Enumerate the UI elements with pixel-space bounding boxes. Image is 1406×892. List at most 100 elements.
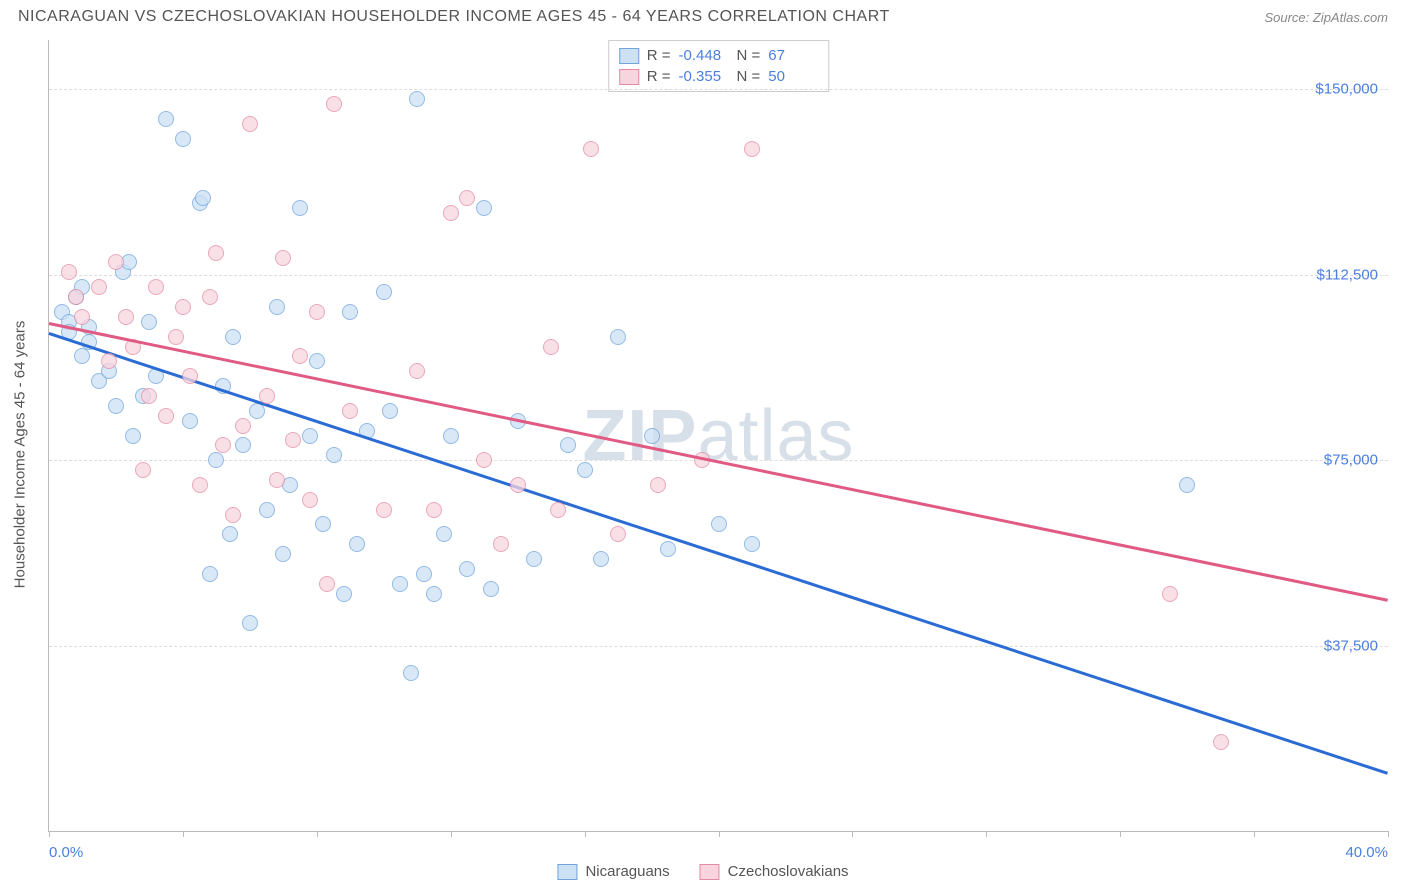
- legend-swatch: [700, 864, 720, 880]
- trend-line: [49, 332, 1389, 774]
- data-point: [61, 264, 77, 280]
- data-point: [158, 408, 174, 424]
- legend-swatch: [557, 864, 577, 880]
- data-point: [68, 289, 84, 305]
- data-point: [125, 428, 141, 444]
- y-axis-title: Householder Income Ages 45 - 64 years: [12, 321, 29, 589]
- data-point: [403, 665, 419, 681]
- x-tick: [49, 831, 50, 837]
- gridline: [49, 275, 1388, 276]
- data-point: [225, 507, 241, 523]
- x-tick: [852, 831, 853, 837]
- data-point: [309, 353, 325, 369]
- legend-item: Nicaraguans: [557, 863, 669, 880]
- data-point: [376, 502, 392, 518]
- gridline: [49, 646, 1388, 647]
- data-point: [560, 437, 576, 453]
- n-label: N =: [737, 68, 761, 85]
- data-point: [182, 368, 198, 384]
- data-point: [108, 398, 124, 414]
- series-legend: Nicaraguans Czechoslovakians: [557, 863, 848, 880]
- data-point: [292, 200, 308, 216]
- x-tick: [183, 831, 184, 837]
- r-label: R =: [647, 68, 671, 85]
- legend-label: Nicaraguans: [585, 863, 669, 880]
- data-point: [392, 576, 408, 592]
- data-point: [285, 432, 301, 448]
- data-point: [259, 502, 275, 518]
- data-point: [326, 447, 342, 463]
- trend-line: [49, 322, 1388, 601]
- data-point: [744, 141, 760, 157]
- y-tick-label: $75,000: [1324, 452, 1378, 469]
- data-point: [242, 116, 258, 132]
- data-point: [426, 502, 442, 518]
- data-point: [275, 546, 291, 562]
- data-point: [208, 452, 224, 468]
- data-point: [74, 309, 90, 325]
- data-point: [550, 502, 566, 518]
- y-tick-label: $112,500: [1317, 266, 1378, 283]
- data-point: [108, 254, 124, 270]
- data-point: [650, 477, 666, 493]
- data-point: [302, 492, 318, 508]
- data-point: [269, 299, 285, 315]
- data-point: [326, 96, 342, 112]
- gridline: [49, 89, 1388, 90]
- data-point: [182, 413, 198, 429]
- x-tick: [451, 831, 452, 837]
- data-point: [493, 536, 509, 552]
- legend-item: Czechoslovakians: [700, 863, 849, 880]
- stat-legend-row: R =-0.448N =67: [619, 45, 819, 66]
- data-point: [158, 111, 174, 127]
- data-point: [349, 536, 365, 552]
- data-point: [135, 462, 151, 478]
- data-point: [202, 566, 218, 582]
- x-tick: [986, 831, 987, 837]
- x-tick: [1388, 831, 1389, 837]
- n-label: N =: [737, 47, 761, 64]
- data-point: [744, 536, 760, 552]
- x-tick: [719, 831, 720, 837]
- data-point: [711, 516, 727, 532]
- x-tick: [1120, 831, 1121, 837]
- data-point: [543, 339, 559, 355]
- chart-area: ZIPatlas R =-0.448N =67R =-0.355N =50 $3…: [48, 40, 1388, 832]
- data-point: [101, 353, 117, 369]
- data-point: [208, 245, 224, 261]
- y-tick-label: $150,000: [1315, 81, 1378, 98]
- data-point: [141, 388, 157, 404]
- data-point: [382, 403, 398, 419]
- x-tick: [585, 831, 586, 837]
- data-point: [660, 541, 676, 557]
- data-point: [526, 551, 542, 567]
- data-point: [342, 304, 358, 320]
- x-tick: [317, 831, 318, 837]
- data-point: [175, 131, 191, 147]
- data-point: [235, 418, 251, 434]
- r-label: R =: [647, 47, 671, 64]
- data-point: [443, 205, 459, 221]
- data-point: [315, 516, 331, 532]
- legend-swatch: [619, 69, 639, 85]
- plot-surface: ZIPatlas R =-0.448N =67R =-0.355N =50 $3…: [49, 40, 1388, 831]
- data-point: [336, 586, 352, 602]
- data-point: [409, 91, 425, 107]
- data-point: [215, 437, 231, 453]
- data-point: [510, 477, 526, 493]
- data-point: [302, 428, 318, 444]
- data-point: [192, 477, 208, 493]
- x-tick: [1254, 831, 1255, 837]
- data-point: [225, 329, 241, 345]
- data-point: [610, 329, 626, 345]
- data-point: [593, 551, 609, 567]
- data-point: [269, 472, 285, 488]
- legend-label: Czechoslovakians: [728, 863, 849, 880]
- data-point: [242, 615, 258, 631]
- data-point: [577, 462, 593, 478]
- data-point: [476, 452, 492, 468]
- data-point: [376, 284, 392, 300]
- r-value: -0.448: [679, 47, 729, 64]
- data-point: [459, 190, 475, 206]
- data-point: [426, 586, 442, 602]
